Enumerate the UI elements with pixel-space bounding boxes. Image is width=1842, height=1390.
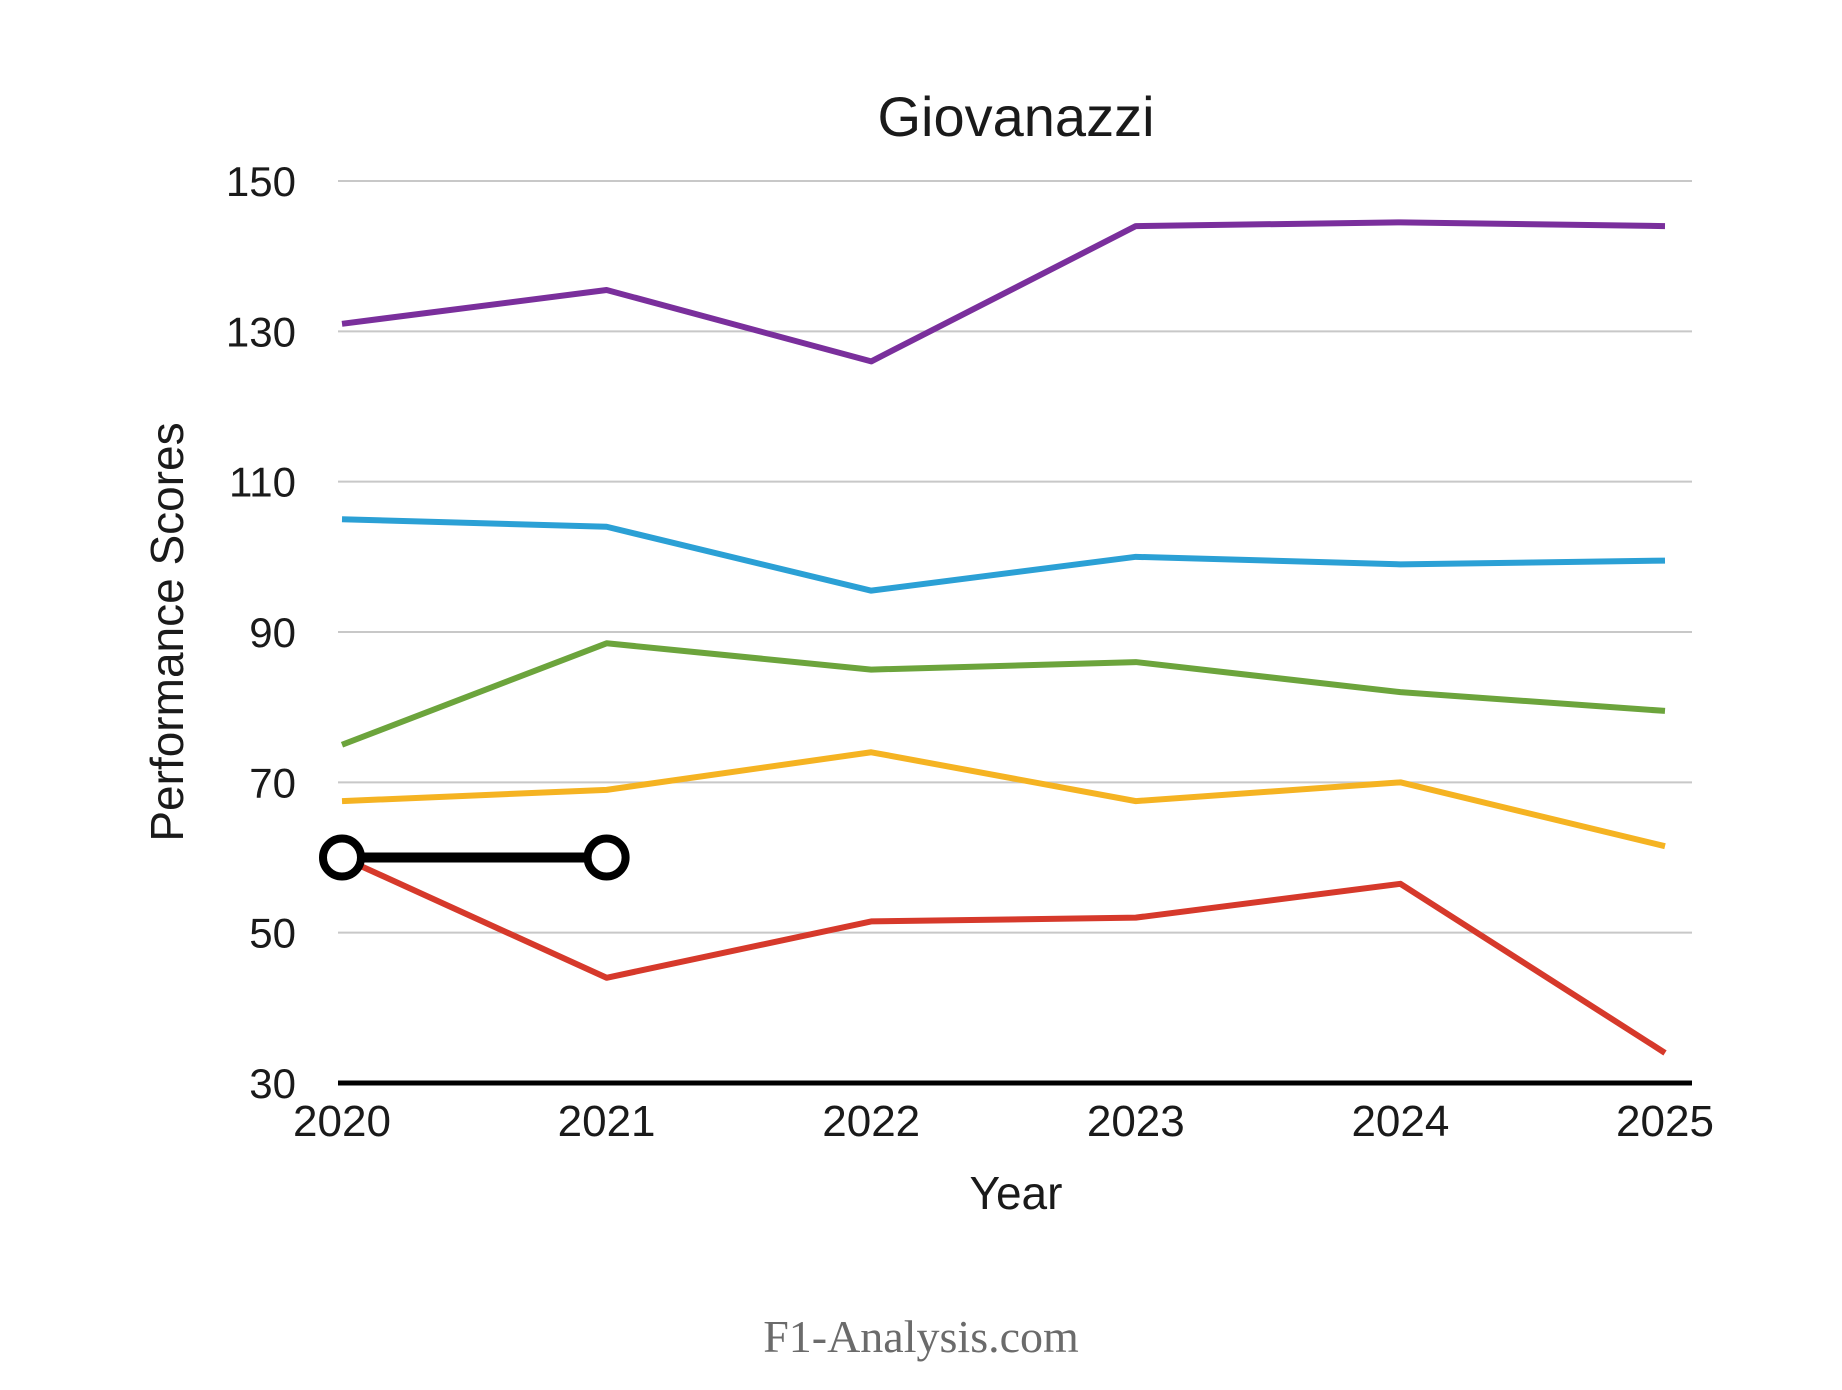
x-tick-label-2021: 2021 [558,1097,656,1146]
series-line-red-series [340,854,1667,1056]
highlight-marker-circle-1 [583,834,630,881]
y-axis-title: Performance Scores [141,422,193,842]
x-tick-label-2023: 2023 [1087,1097,1185,1146]
y-tick-label-50: 50 [249,910,296,957]
series-line-yellow-series [341,749,1666,850]
y-tick-label-130: 130 [226,308,296,355]
series-line-purple-series [341,219,1666,365]
x-axis-title: Year [969,1167,1063,1219]
series-line-blue-series [341,516,1666,594]
highlight-marker-circle-0 [319,834,365,881]
x-tick-label-2022: 2022 [822,1097,920,1146]
y-tick-label-30: 30 [249,1060,296,1107]
x-tick-label-2025: 2025 [1616,1097,1714,1146]
y-tick-label-70: 70 [249,759,296,806]
series-line-green-series [340,640,1666,748]
y-tick-label-150: 150 [226,158,296,205]
y-tick-label-90: 90 [249,609,296,656]
x-tick-label-2024: 2024 [1351,1097,1449,1146]
chart-title: Giovanazzi [877,85,1155,148]
y-tick-label-110: 110 [229,459,296,506]
x-tick-label-2020: 2020 [293,1097,391,1146]
watermark-text: F1-Analysis.com [763,1311,1079,1362]
